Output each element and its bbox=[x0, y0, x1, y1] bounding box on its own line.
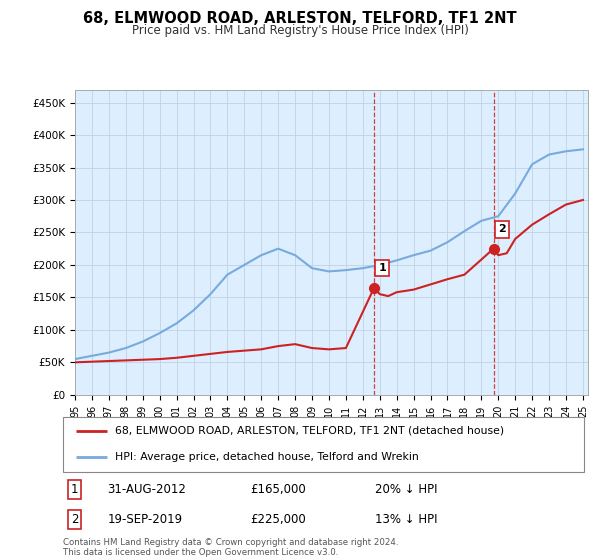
Text: 2: 2 bbox=[498, 225, 506, 235]
Text: £225,000: £225,000 bbox=[250, 513, 306, 526]
Text: 31-AUG-2012: 31-AUG-2012 bbox=[107, 483, 186, 496]
Text: 68, ELMWOOD ROAD, ARLESTON, TELFORD, TF1 2NT: 68, ELMWOOD ROAD, ARLESTON, TELFORD, TF1… bbox=[83, 11, 517, 26]
Text: 1: 1 bbox=[379, 263, 386, 273]
Text: 68, ELMWOOD ROAD, ARLESTON, TELFORD, TF1 2NT (detached house): 68, ELMWOOD ROAD, ARLESTON, TELFORD, TF1… bbox=[115, 426, 504, 436]
Text: 2: 2 bbox=[71, 513, 79, 526]
Text: 13% ↓ HPI: 13% ↓ HPI bbox=[376, 513, 438, 526]
Text: £165,000: £165,000 bbox=[250, 483, 306, 496]
Text: 1: 1 bbox=[71, 483, 79, 496]
FancyBboxPatch shape bbox=[63, 417, 584, 472]
Text: 19-SEP-2019: 19-SEP-2019 bbox=[107, 513, 182, 526]
Text: Price paid vs. HM Land Registry's House Price Index (HPI): Price paid vs. HM Land Registry's House … bbox=[131, 24, 469, 36]
Text: 20% ↓ HPI: 20% ↓ HPI bbox=[376, 483, 438, 496]
Text: Contains HM Land Registry data © Crown copyright and database right 2024.
This d: Contains HM Land Registry data © Crown c… bbox=[63, 538, 398, 557]
Text: HPI: Average price, detached house, Telford and Wrekin: HPI: Average price, detached house, Telf… bbox=[115, 452, 419, 462]
